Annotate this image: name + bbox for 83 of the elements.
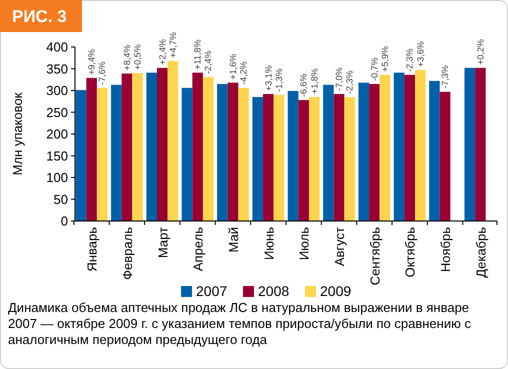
x-tick-label: Апрель <box>190 226 206 272</box>
x-tick-label: Ноябрь <box>438 226 454 272</box>
annotation: -7,6% <box>97 61 108 85</box>
annotation: -4,2% <box>238 61 249 85</box>
x-tick-label: Июнь <box>261 226 276 260</box>
bar <box>415 70 426 221</box>
bar <box>96 88 108 221</box>
annotation: -6,6% <box>298 74 309 98</box>
y-axis-title: Млн упаковок <box>10 92 25 176</box>
bar <box>168 60 178 221</box>
bar <box>202 77 214 221</box>
bar <box>298 100 309 221</box>
annotation: +2,4% <box>157 39 168 65</box>
bar <box>122 74 132 221</box>
x-tick-label: Октябрь <box>402 226 418 278</box>
y-tick-label: 400 <box>46 40 68 55</box>
x-tick-label: Июль <box>296 226 312 260</box>
annotation: +9,4% <box>86 49 97 75</box>
annotation: +11,8% <box>192 40 203 70</box>
y-tick-label: 200 <box>46 126 68 142</box>
bar <box>334 94 344 221</box>
bar <box>192 72 203 221</box>
annotation: +1,8% <box>309 68 320 94</box>
bar <box>263 94 274 221</box>
bar <box>156 68 168 221</box>
annotation: +4,7% <box>168 32 178 58</box>
bar <box>344 97 355 221</box>
annotation: -2,3% <box>344 70 355 94</box>
bar <box>252 97 264 221</box>
x-tick-label: Декабрь <box>473 226 488 278</box>
bar <box>394 72 404 221</box>
annotation: +3,1% <box>263 65 274 91</box>
y-tick-label: 300 <box>46 83 68 98</box>
annotation: +8,4% <box>122 44 132 71</box>
bar <box>429 80 440 221</box>
annotation: -2,4% <box>203 50 214 74</box>
bar <box>76 90 86 221</box>
annotation: +5,9% <box>380 46 390 72</box>
bar <box>308 97 320 221</box>
y-tick-label: 100 <box>46 170 68 186</box>
annotation: -7,3% <box>440 65 450 89</box>
legend-label: 2007 <box>196 283 228 299</box>
bar <box>238 88 249 221</box>
bar <box>146 72 157 221</box>
chart-title: РИС. 3 <box>12 7 67 26</box>
text: Динамика объема аптечных продаж ЛС в натуральном выражении в январе 2007 — октябре 2009 г. с указанием темпов прироста/убыли по сравнению с аналогичным периодом предыдущего года <box>8 300 472 348</box>
bar <box>380 74 390 221</box>
bar <box>274 94 284 221</box>
annotation: -2,3% <box>404 48 415 72</box>
x-tick-label: Сентябрь <box>367 226 382 286</box>
bar <box>86 78 97 221</box>
bar <box>440 92 450 221</box>
annotation: +0,2% <box>475 39 486 65</box>
x-tick-label: Январь <box>84 226 100 272</box>
legend-label: 2008 <box>258 283 290 299</box>
bar <box>132 73 143 221</box>
y-tick-label: 350 <box>46 61 68 76</box>
annotation: +1,6% <box>228 54 238 80</box>
bar <box>369 84 380 221</box>
bar <box>404 74 416 221</box>
y-tick-label: 150 <box>46 148 68 164</box>
y-tick-label: 0 <box>60 214 68 229</box>
y-tick-label: 50 <box>54 192 68 207</box>
bar <box>464 68 476 221</box>
annotation: +3,6% <box>415 41 426 68</box>
annotation: -0,7% <box>369 57 380 81</box>
x-tick-label: Август <box>332 226 348 266</box>
bar <box>228 82 238 221</box>
annotation: -1,3% <box>274 68 284 92</box>
x-tick-label: Март <box>155 226 170 258</box>
bar <box>323 84 334 221</box>
legend-label: 2009 <box>320 283 352 299</box>
y-tick-label: 250 <box>46 104 68 120</box>
bar <box>358 82 370 221</box>
bar <box>217 84 228 221</box>
bar <box>182 88 192 221</box>
x-tick-label: Февраль <box>120 226 135 280</box>
bar <box>288 90 298 221</box>
annotation: -7,0% <box>334 67 344 91</box>
bar <box>475 68 486 221</box>
annotation: +0,5% <box>132 44 143 70</box>
x-tick-label: Май <box>226 227 241 252</box>
bar <box>111 84 122 221</box>
